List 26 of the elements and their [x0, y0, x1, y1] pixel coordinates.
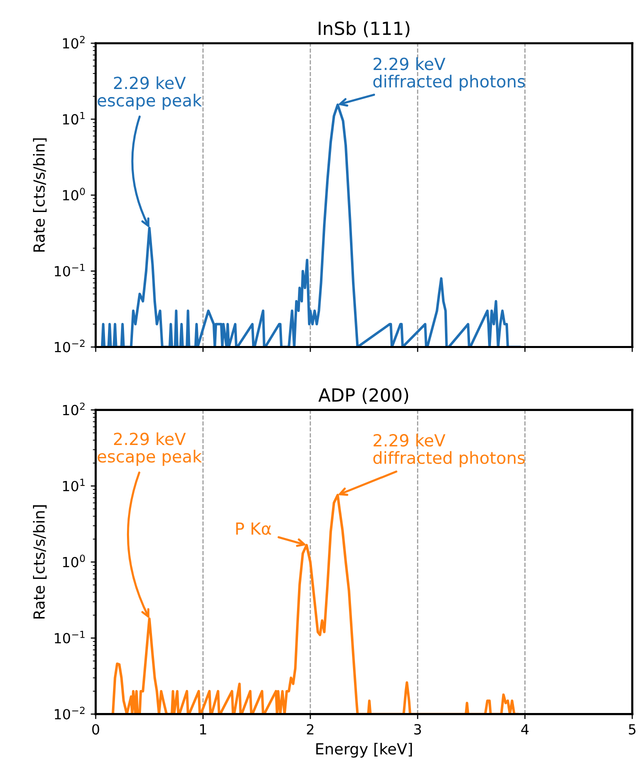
chart-title: InSb (111) [318, 21, 410, 38]
y-axis-title: Rate [cts/s/bin] [32, 138, 47, 252]
y-tick-label: 10$^{−2}$ [54, 340, 85, 352]
annotation: P Kα [236, 522, 272, 535]
x-axis-title: Energy [keV] [316, 742, 412, 758]
y-tick-label: 10$^{0}$ [63, 554, 85, 568]
annotation: 2.29 keV diffracted photons [373, 434, 525, 468]
y-tick-label: 10$^{0}$ [63, 188, 85, 200]
x-tick-label: 0 [92, 724, 100, 735]
y-tick-label: 10$^{2}$ [63, 402, 85, 416]
y-tick-label: 10$^{−1}$ [54, 630, 85, 644]
x-tick-label: 5 [628, 724, 636, 735]
x-tick-label: 1 [200, 724, 206, 734]
y-tick-label: 10$^{−2}$ [54, 706, 85, 720]
x-tick-label: 4 [521, 724, 529, 734]
annotation: 2.29 keV escape peak [98, 432, 202, 466]
annotation: 2.29 keV escape peak [98, 76, 202, 110]
annotation: 2.29 keV diffracted photons [373, 57, 525, 91]
y-tick-label: 10$^{1}$ [63, 112, 85, 125]
y-tick-label: 10$^{1}$ [63, 478, 85, 492]
y-axis-title: Rate [cts/s/bin] [32, 505, 47, 619]
chart-title: ADP (200) [318, 388, 408, 404]
x-tick-label: 2 [306, 724, 314, 734]
y-tick-label: 10$^{2}$ [63, 36, 85, 49]
y-tick-label: 10$^{−1}$ [54, 264, 85, 276]
x-tick-label: 3 [414, 724, 421, 735]
